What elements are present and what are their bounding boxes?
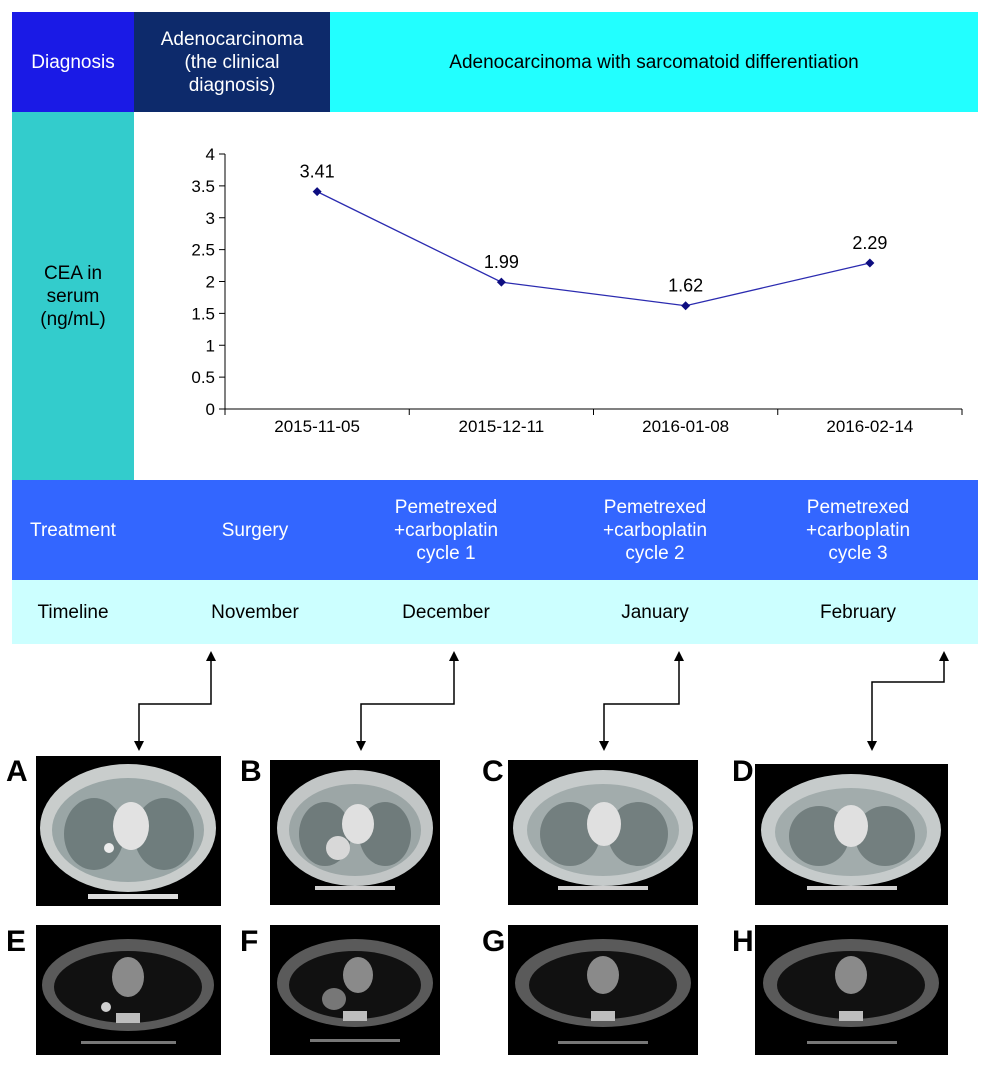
panel-letter-b: B bbox=[240, 755, 262, 788]
treatment-label: Treatment bbox=[30, 519, 116, 541]
ct-scan-e bbox=[36, 925, 221, 1055]
cea-line-chart: 0 0.5 1 1.5 2 2.5 3 3.5 4 2015-11-05 2015-12-11 201… bbox=[191, 145, 963, 436]
panel-letter-e: E bbox=[6, 925, 27, 958]
treatment-cycle-1: Pemetrexed +carboplatin cycle 1 bbox=[393, 496, 499, 564]
treatment-cycle-3: Pemetrexed +carboplatin cycle 3 bbox=[805, 496, 911, 564]
ct-scan-f bbox=[270, 925, 440, 1055]
clinical-diagnosis: Adenocarcinoma (the clinical diagnosis) bbox=[134, 12, 330, 112]
x-tick-label: 2015-12-11 bbox=[459, 417, 545, 436]
arrow-a bbox=[134, 651, 216, 751]
treatment-cycle-2: Pemetrexed +carboplatin cycle 2 bbox=[602, 496, 708, 564]
timeline-january: January bbox=[621, 601, 689, 623]
data-point-marker bbox=[865, 258, 875, 268]
arrow-d bbox=[867, 651, 949, 751]
panel-letter-f: F bbox=[240, 925, 259, 958]
panel-letter-a: A bbox=[6, 755, 28, 788]
data-label: 1.62 bbox=[668, 276, 703, 296]
y-tick-label: 0.5 bbox=[191, 368, 215, 387]
treatment-row bbox=[12, 480, 978, 580]
ct-scan-c bbox=[508, 760, 698, 905]
arrow-b bbox=[356, 651, 459, 751]
y-tick-label: 3.5 bbox=[191, 177, 215, 196]
data-label: 2.29 bbox=[852, 233, 887, 253]
y-tick-label: 1 bbox=[206, 336, 215, 355]
diagnosis-label: Diagnosis bbox=[12, 12, 134, 112]
ct-scan-d bbox=[755, 764, 948, 905]
y-tick-label: 1.5 bbox=[191, 304, 215, 323]
y-tick-label: 2 bbox=[206, 273, 215, 292]
timeline-row bbox=[12, 580, 978, 644]
ct-scan-h bbox=[755, 925, 948, 1055]
data-label: 3.41 bbox=[300, 162, 335, 182]
data-point-marker bbox=[312, 187, 322, 197]
ct-scan-a bbox=[36, 756, 221, 906]
connector-arrows bbox=[134, 651, 949, 751]
y-tick-label: 4 bbox=[206, 145, 215, 164]
timeline-november: November bbox=[211, 601, 299, 623]
panel-letter-h: H bbox=[732, 925, 754, 958]
cea-series-line bbox=[316, 191, 871, 307]
y-tick-label: 3 bbox=[206, 209, 215, 228]
x-tick-label: 2016-01-08 bbox=[642, 417, 729, 436]
panel-letter-g: G bbox=[482, 925, 506, 958]
cea-label: CEA in serum (ng/mL) bbox=[12, 112, 134, 480]
y-tick-label: 2.5 bbox=[191, 241, 215, 260]
y-tick-label: 0 bbox=[206, 400, 215, 419]
treatment-surgery: Surgery bbox=[221, 519, 289, 541]
panel-letter-d: D bbox=[732, 755, 754, 788]
arrow-c bbox=[599, 651, 684, 751]
timeline-february: February bbox=[819, 601, 897, 623]
data-point-marker bbox=[496, 277, 506, 287]
x-tick-label: 2016-02-14 bbox=[826, 417, 913, 436]
data-label: 1.99 bbox=[484, 252, 519, 272]
final-diagnosis: Adenocarcinoma with sarcomatoid differen… bbox=[330, 12, 978, 112]
ct-scan-b bbox=[270, 760, 440, 905]
x-tick-label: 2015-11-05 bbox=[274, 417, 360, 436]
timeline-december: December bbox=[402, 601, 490, 623]
ct-scan-g bbox=[508, 925, 698, 1055]
timeline-label: Timeline bbox=[37, 601, 109, 623]
data-point-marker bbox=[681, 301, 691, 311]
panel-letter-c: C bbox=[482, 755, 504, 788]
